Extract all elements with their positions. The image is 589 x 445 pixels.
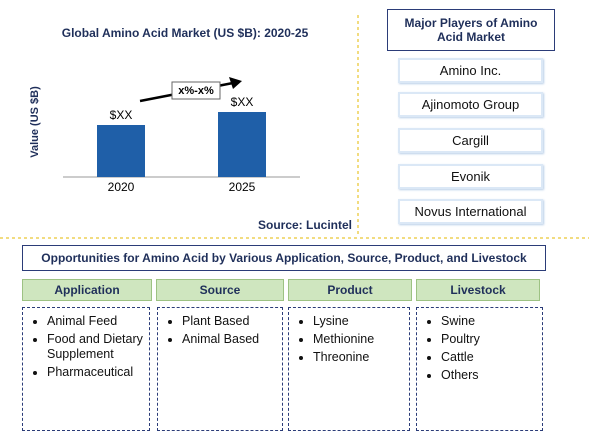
bullet-item: Others: [441, 368, 538, 383]
column-list: Plant Based Animal Based: [157, 307, 283, 431]
players-title: Major Players of Amino Acid Market: [387, 9, 555, 51]
x-tick-label: 2025: [229, 180, 256, 194]
x-tick-label: 2020: [108, 180, 135, 194]
bullet-list: Swine Poultry Cattle Others: [423, 314, 538, 383]
bullet-item: Lysine: [313, 314, 405, 329]
bar-label: $XX: [231, 95, 254, 109]
bar: [218, 112, 266, 177]
opportunities-title: Opportunities for Amino Acid by Various …: [22, 245, 546, 271]
bullet-item: Plant Based: [182, 314, 278, 329]
player-box: Ajinomoto Group: [398, 92, 543, 117]
column-header: Source: [156, 279, 284, 301]
bullet-item: Cattle: [441, 350, 538, 365]
bullet-list: Animal Feed Food and Dietary Supplement Ph…: [29, 314, 145, 380]
column-list: Swine Poultry Cattle Others: [416, 307, 543, 431]
column-header: Application: [22, 279, 152, 301]
player-box: Novus International: [398, 199, 543, 224]
bullet-item: Pharmaceutical: [47, 365, 145, 380]
bullet-item: Swine: [441, 314, 538, 329]
source: Source: Lucintel: [258, 218, 352, 232]
bullet-list: Plant Based Animal Based: [164, 314, 278, 347]
growth-label: x%-x%: [178, 85, 214, 97]
player-box: Cargill: [398, 128, 543, 153]
bullet-item: Methionine: [313, 332, 405, 347]
column-header: Product: [288, 279, 412, 301]
bullet-item: Animal Based: [182, 332, 278, 347]
bullet-item: Threonine: [313, 350, 405, 365]
chart-title: Global Amino Acid Market (US $B): 2020-2…: [62, 26, 309, 40]
player-box: Amino Inc.: [398, 58, 543, 83]
arrow-head: [229, 77, 242, 89]
bar: [97, 125, 145, 177]
bullet-list: Lysine Methionine Threonine: [295, 314, 405, 365]
column-list: Animal Feed Food and Dietary Supplement Ph…: [22, 307, 150, 431]
column-list: Lysine Methionine Threonine: [288, 307, 410, 431]
bullet-item: Animal Feed: [47, 314, 145, 329]
bullet-item: Poultry: [441, 332, 538, 347]
growth-box: [171, 81, 221, 100]
y-axis-label: Value (US $B): [29, 86, 41, 158]
player-box: Evonik: [398, 164, 543, 189]
bullet-item: Food and Dietary Supplement: [47, 332, 145, 362]
bar-label: $XX: [110, 108, 133, 122]
column-header: Livestock: [416, 279, 540, 301]
